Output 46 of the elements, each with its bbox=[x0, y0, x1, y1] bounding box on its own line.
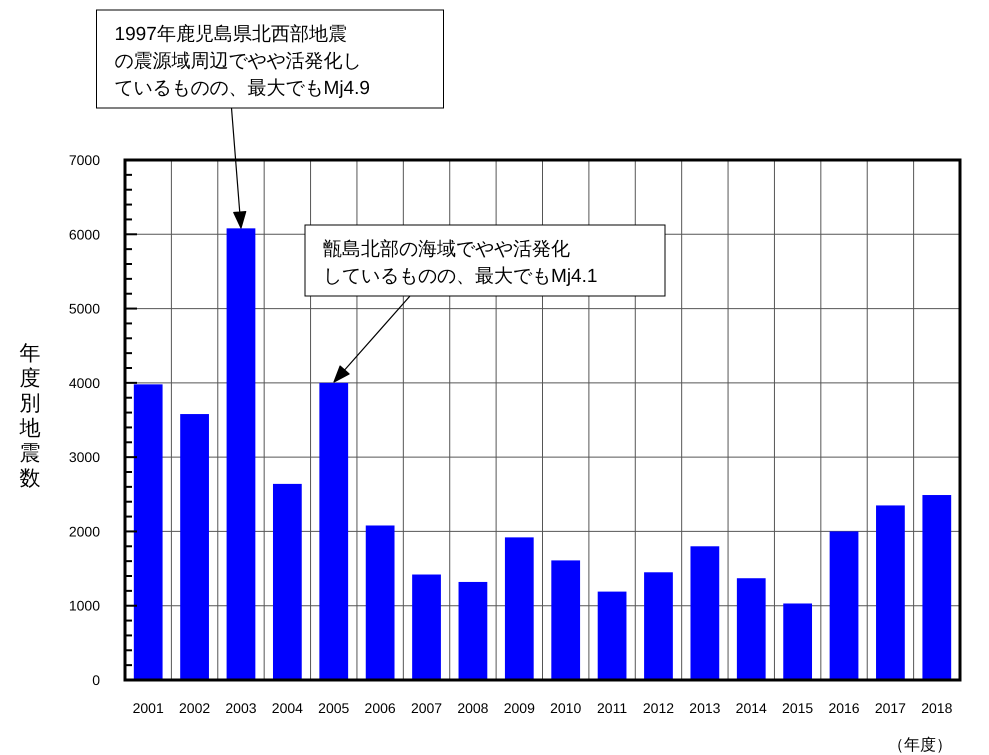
y-axis-title: 年度別地震数 bbox=[18, 342, 40, 490]
bar bbox=[736, 578, 766, 680]
x-tick-label: 2013 bbox=[689, 700, 721, 716]
x-tick-label: 2010 bbox=[550, 700, 582, 716]
bar bbox=[504, 537, 534, 680]
y-tick-label: 2000 bbox=[68, 523, 100, 540]
y-tick-label: 6000 bbox=[68, 226, 100, 242]
x-tick-label: 2015 bbox=[782, 700, 814, 716]
bar bbox=[690, 546, 720, 680]
bar bbox=[644, 572, 673, 680]
x-tick-label: 2014 bbox=[736, 700, 768, 716]
y-tick-label: 5000 bbox=[68, 300, 100, 317]
x-tick-label: 2001 bbox=[132, 700, 164, 716]
x-tick-label: 2007 bbox=[410, 700, 442, 716]
x-tick-label: 2009 bbox=[504, 700, 536, 716]
bar bbox=[180, 414, 209, 680]
bar bbox=[922, 495, 952, 680]
bar bbox=[876, 505, 905, 680]
x-tick-label: 2006 bbox=[364, 700, 396, 716]
bar bbox=[458, 582, 488, 680]
x-tick-label: 2005 bbox=[318, 700, 350, 716]
annotation: 甑島北部の海域でやや活発化しているものの、最大でもMj4.1 bbox=[323, 238, 598, 287]
y-tick-label: 4000 bbox=[68, 374, 100, 391]
bar bbox=[134, 384, 163, 680]
x-axis-title: （年度） bbox=[888, 736, 952, 754]
x-tick-label: 2002 bbox=[179, 700, 210, 716]
x-tick-label: 2012 bbox=[642, 700, 674, 716]
x-tick-label: 2004 bbox=[272, 700, 304, 716]
x-tick-label: 2011 bbox=[597, 700, 628, 716]
y-tick-label: 3000 bbox=[68, 449, 100, 466]
bar bbox=[783, 603, 812, 680]
bar bbox=[598, 592, 626, 680]
text: 1997年鹿児島県北西部地震の震源域周辺でやや活発化しているものの、最大でもMj4.9 bbox=[114, 23, 370, 99]
bar bbox=[412, 574, 441, 680]
bar bbox=[366, 525, 395, 680]
bar bbox=[830, 531, 858, 680]
bar bbox=[272, 484, 302, 680]
x-tick-label: 2016 bbox=[828, 700, 860, 716]
y-tick-label: 1000 bbox=[68, 598, 100, 614]
x-tick-label: 2017 bbox=[874, 700, 906, 716]
bar bbox=[551, 560, 580, 680]
x-tick-label: 2018 bbox=[921, 700, 953, 716]
y-tick-label: 0 bbox=[92, 672, 100, 688]
x-tick-label: 2008 bbox=[457, 700, 489, 716]
x-tick-label: 2003 bbox=[225, 700, 257, 716]
y-tick-label: 7000 bbox=[68, 152, 100, 168]
